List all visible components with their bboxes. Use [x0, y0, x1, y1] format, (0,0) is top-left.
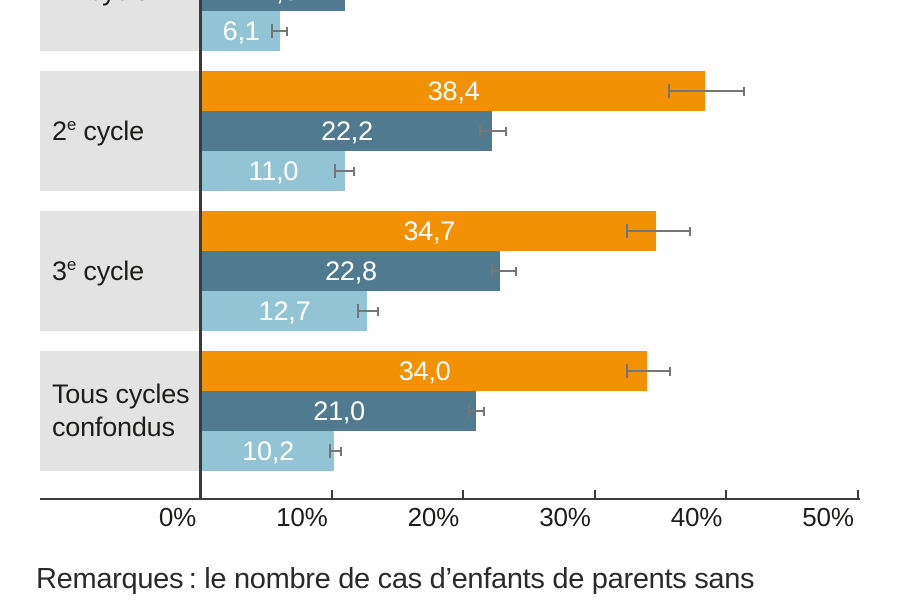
x-axis-tick — [330, 490, 333, 498]
remark-text: Remarques : le nombre de cas d’enfants d… — [36, 561, 896, 600]
error-bar-cap-left — [328, 444, 331, 458]
bar-light_blue: 6,1 — [202, 11, 281, 51]
bar-value-label: 38,4 — [427, 76, 480, 106]
bar-dark_blue: 11,0 — [202, 0, 345, 11]
error-bar-cap-left — [356, 304, 359, 318]
category-band — [40, 211, 200, 331]
x-axis-tick — [856, 490, 859, 498]
bar-value-label: 11,0 — [248, 156, 299, 186]
error-bar-cap-left — [626, 364, 629, 378]
error-bar-cap-right — [504, 127, 507, 136]
category-label-line: confondus — [52, 412, 175, 442]
error-bar-cap-left — [490, 264, 493, 278]
category-band — [40, 0, 200, 51]
bar-value-label: 22,8 — [325, 256, 377, 286]
category-label: 1er cycle — [52, 0, 198, 51]
error-bar-cap-right — [483, 407, 486, 416]
category-band — [40, 71, 200, 191]
category-label: Tous cycles confondus — [52, 351, 198, 471]
bar-value-label: 22,2 — [321, 116, 373, 146]
bar-value-label: 10,2 — [242, 436, 294, 466]
bar-value-label: 11,0 — [202, 0, 345, 11]
bar-value-label: 34,0 — [398, 356, 451, 386]
error-bar-cap-right — [340, 447, 343, 456]
error-bar — [328, 450, 343, 452]
bar-value-label: 6,1 — [222, 16, 260, 46]
bar-orange: 34,7 — [202, 211, 657, 251]
x-axis-line — [40, 498, 860, 500]
x-axis-tick-label: 10% — [276, 502, 328, 532]
error-bar-cap-right — [286, 27, 289, 36]
x-axis-tick — [593, 490, 596, 498]
x-axis-tick — [462, 490, 465, 498]
bar-value-label: 34,7 — [403, 216, 456, 246]
zero-line — [199, 0, 202, 500]
error-bar-cap-right — [668, 367, 671, 376]
error-bar-cap-left — [626, 224, 629, 238]
bar-light_blue: 10,2 — [202, 431, 335, 471]
bar-orange: 38,4 — [202, 71, 706, 111]
bar-dark_blue: 21,0 — [202, 391, 477, 431]
bar-light_blue: 11,0 — [202, 151, 345, 191]
error-bar — [356, 310, 379, 312]
bar-light_blue: 12,7 — [202, 291, 368, 331]
error-bar — [490, 270, 518, 272]
category-label-line: Tous cycles — [52, 379, 190, 409]
remark-line-1: Remarques : le nombre de cas d’enfants d… — [36, 563, 755, 595]
error-bar-cap-right — [742, 87, 745, 96]
x-axis-tick-label: 20% — [407, 502, 460, 532]
category-band — [40, 351, 200, 471]
error-bar — [626, 370, 671, 372]
category-label: 2e cycle — [52, 71, 198, 191]
error-bar-cap-right — [376, 307, 379, 316]
error-bar — [334, 170, 356, 172]
error-bar — [668, 90, 745, 92]
category-label-line: 2e cycle — [52, 114, 144, 146]
category-label-line: 3e cycle — [52, 254, 144, 286]
error-bar — [626, 230, 691, 232]
x-axis-tick-label: 30% — [539, 502, 591, 532]
error-bar-cap-left — [468, 404, 471, 418]
category-label-line: 1er cycle — [52, 0, 198, 8]
error-bar-cap-right — [353, 167, 356, 176]
category-label: 3e cycle — [52, 211, 198, 331]
error-bar — [468, 410, 486, 412]
x-axis-tick-label: 40% — [670, 502, 723, 532]
bar-value-label: 21,0 — [313, 396, 365, 426]
error-bar-cap-right — [515, 267, 518, 276]
bar-dark_blue: 22,2 — [202, 111, 493, 151]
x-axis-tick — [725, 490, 728, 498]
error-bar-cap-left — [271, 24, 274, 38]
x-axis-tick-label: 0% — [158, 502, 196, 532]
bar-value-label: 12,7 — [258, 296, 311, 326]
x-axis-tick-label: 50% — [802, 502, 854, 532]
bar-dark_blue: 22,8 — [202, 251, 500, 291]
error-bar — [271, 30, 289, 32]
error-bar-cap-left — [334, 164, 337, 178]
error-bar-cap-right — [688, 227, 691, 236]
error-bar-cap-left — [668, 84, 671, 98]
error-bar — [478, 130, 507, 132]
bar-orange: 34,0 — [202, 351, 648, 391]
error-bar-cap-left — [478, 124, 481, 138]
